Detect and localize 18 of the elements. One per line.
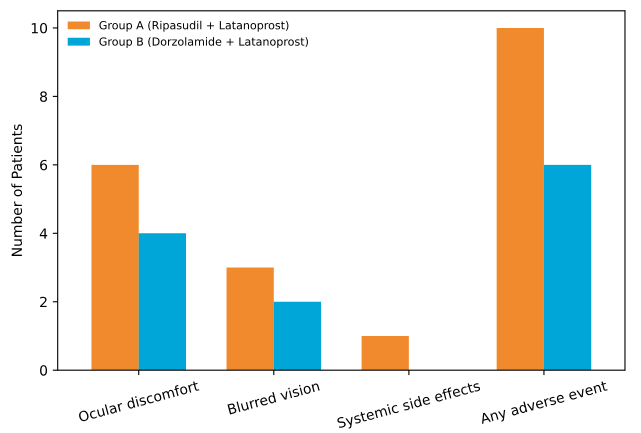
y-axis-title: Number of Patients: [11, 124, 22, 256]
bar: [496, 28, 544, 370]
bar: [362, 336, 409, 370]
y-tick-label: 6: [40, 160, 48, 170]
legend-label: Group A (Ripasudil + Latanoprost): [99, 20, 288, 32]
bar: [544, 164, 592, 370]
bar: [91, 164, 139, 370]
legend-label: Group B (Dorzolamide + Latanoprost): [99, 37, 308, 48]
x-tick-label: Any adverse event: [479, 380, 608, 427]
bar: [226, 268, 274, 370]
y-tick-label: 4: [40, 228, 48, 239]
x-tick-label: Blurred vision: [227, 380, 320, 415]
y-tick-label: 8: [40, 91, 48, 102]
y-tick-label: 2: [40, 296, 47, 308]
y-tick-label: 10: [32, 22, 48, 34]
y-tick-label: 0: [40, 365, 48, 376]
bar: [274, 302, 322, 370]
bar: [138, 233, 186, 370]
